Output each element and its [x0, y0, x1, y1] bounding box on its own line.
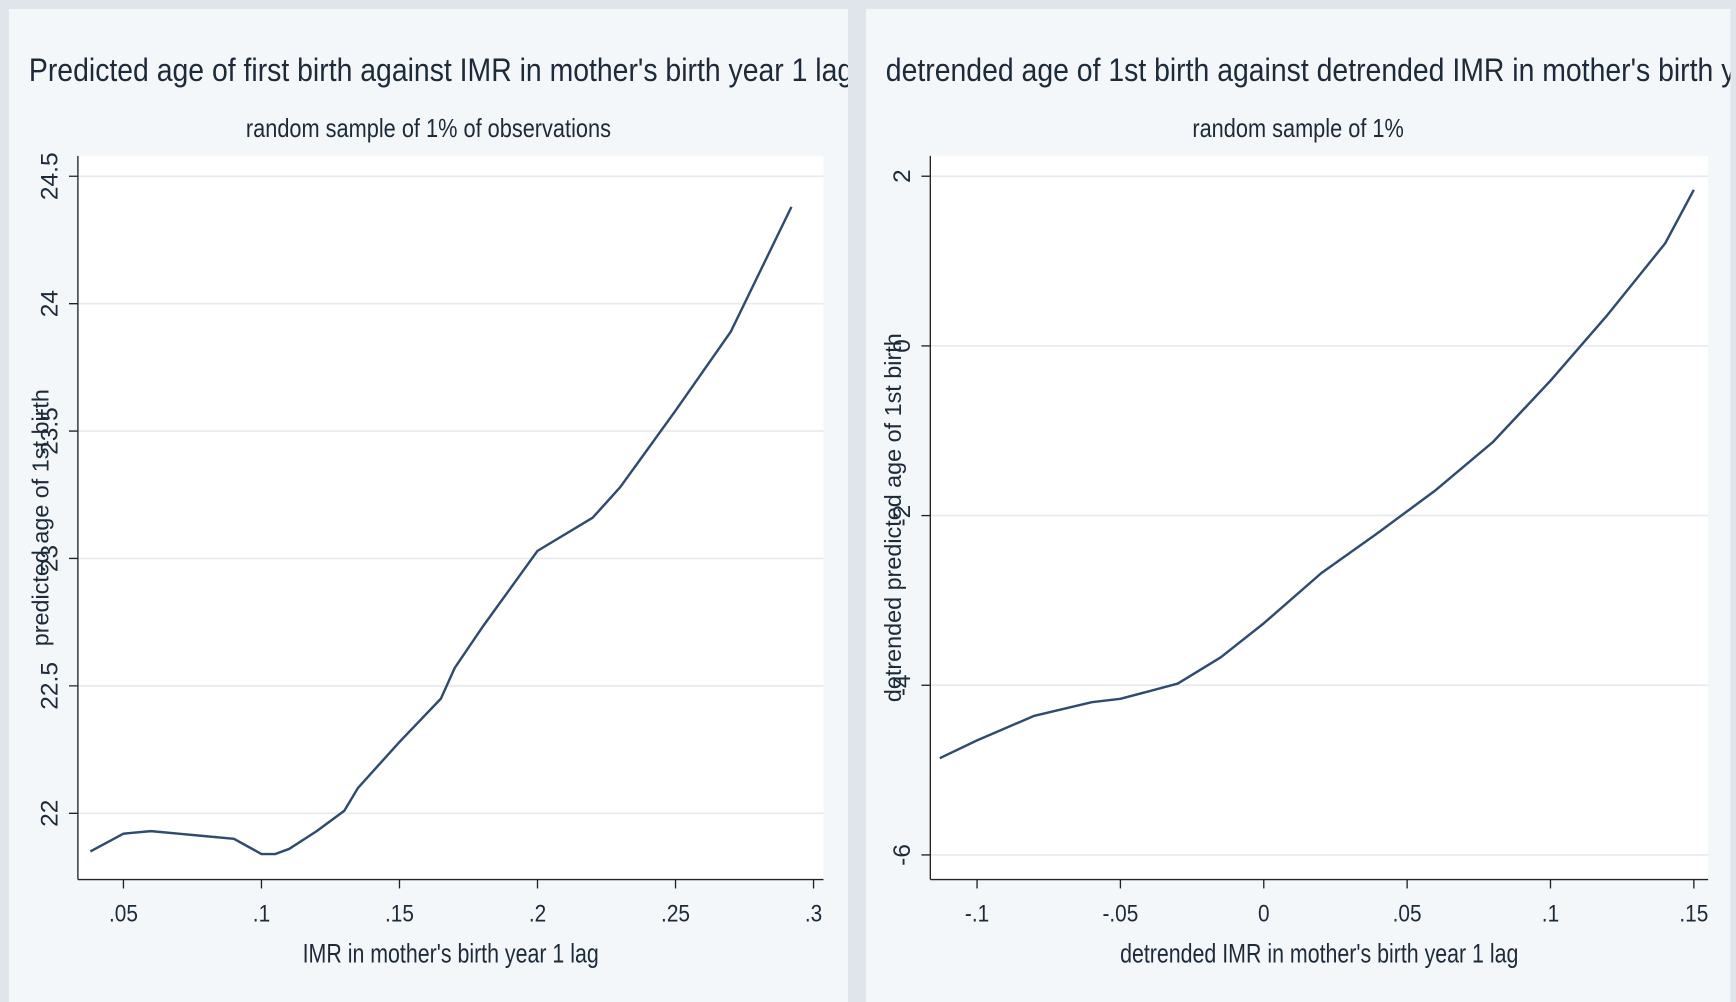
x-tick-label: .15	[1679, 899, 1708, 927]
chart-title: detrended age of 1st birth against detre…	[886, 52, 1736, 88]
x-tick-label: -.05	[1102, 899, 1138, 927]
chart-panel: detrended age of 1st birth against detre…	[865, 8, 1736, 1002]
x-axis-title: detrended IMR in mother's birth year 1 l…	[1120, 939, 1518, 969]
y-axis-title: detrended predicted age of 1st birth	[880, 333, 906, 702]
y-tick-label: 23	[37, 545, 64, 572]
x-tick-label: .25	[661, 899, 690, 927]
x-tick-label: .15	[385, 899, 414, 927]
x-tick-label: 0	[1258, 899, 1270, 927]
x-tick-label: .05	[109, 899, 138, 927]
y-tick-label: 2	[889, 169, 916, 183]
x-tick-label: .1	[253, 899, 270, 927]
plot-area	[930, 155, 1709, 880]
x-tick-label: .2	[529, 899, 546, 927]
line-series	[939, 189, 1695, 760]
x-tick-label: -.1	[965, 899, 989, 927]
x-axis-title: IMR in mother's birth year 1 lag	[303, 939, 599, 969]
y-tick-label: -6	[889, 844, 916, 866]
plot-area	[77, 155, 824, 880]
y-tick-label: -2	[889, 505, 916, 527]
y-tick-label: 0	[889, 339, 916, 353]
y-tick-label: 23.5	[37, 407, 64, 455]
y-tick-label: 22.5	[37, 662, 64, 710]
x-tick-label: .1	[1542, 899, 1559, 927]
chart-subtitle: random sample of 1%	[1192, 114, 1404, 143]
y-axis-title: predicted age of 1st birth	[27, 389, 53, 646]
chart-panel: Predicted age of first birth against IMR…	[8, 8, 853, 1002]
chart-title: Predicted age of first birth against IMR…	[29, 52, 853, 88]
y-tick-label: 24.5	[37, 152, 64, 200]
x-tick-label: .05	[1393, 899, 1422, 927]
x-tick-label: .3	[805, 899, 822, 927]
y-tick-label: -4	[889, 674, 916, 696]
y-tick-label: 22	[37, 800, 64, 827]
line-series	[89, 206, 793, 856]
chart-subtitle: random sample of 1% of observations	[246, 114, 611, 143]
y-tick-label: 24	[37, 290, 64, 317]
